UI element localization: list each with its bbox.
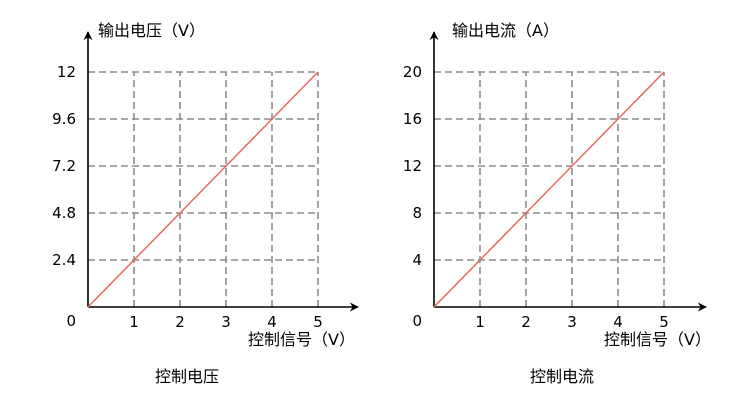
origin-label: 0 [66, 312, 76, 330]
y-tick-label: 16 [403, 110, 422, 128]
y-axis-title: 输出电流（A） [452, 21, 559, 40]
chart-caption: 控制电流 [530, 367, 594, 386]
x-axis-title: 控制信号（V） [604, 330, 711, 349]
x-tick-label: 3 [221, 313, 231, 331]
x-axis-title: 控制信号（V） [248, 330, 355, 349]
y-tick-label: 12 [57, 63, 76, 81]
y-tick-label: 2.4 [52, 251, 76, 269]
origin-label: 0 [412, 312, 422, 330]
x-tick-label: 2 [175, 313, 185, 331]
x-tick-label: 4 [267, 313, 277, 331]
x-tick-label: 1 [475, 313, 485, 331]
chart-voltage: 1 2 3 4 52.44.87.29.612 输出电压（V） 控制信号（V） 0 控制… [52, 21, 359, 386]
x-tick-label: 2 [521, 313, 531, 331]
x-tick-label: 5 [659, 313, 669, 331]
y-tick-label: 20 [403, 63, 422, 81]
x-tick-label: 4 [613, 313, 623, 331]
y-axis-title: 输出电压（V） [98, 21, 205, 40]
x-tick-label: 3 [567, 313, 577, 331]
x-tick-label: 5 [313, 313, 323, 331]
y-tick-label: 8 [412, 204, 422, 222]
chart-caption: 控制电压 [155, 367, 219, 386]
y-tick-label: 7.2 [52, 157, 76, 175]
y-tick-label: 9.6 [52, 110, 76, 128]
series-line [87, 71, 319, 308]
series-line [433, 71, 665, 308]
y-tick-label: 4.8 [52, 204, 76, 222]
y-tick-label: 12 [403, 157, 422, 175]
x-tick-label: 1 [129, 313, 139, 331]
y-tick-label: 4 [412, 251, 422, 269]
